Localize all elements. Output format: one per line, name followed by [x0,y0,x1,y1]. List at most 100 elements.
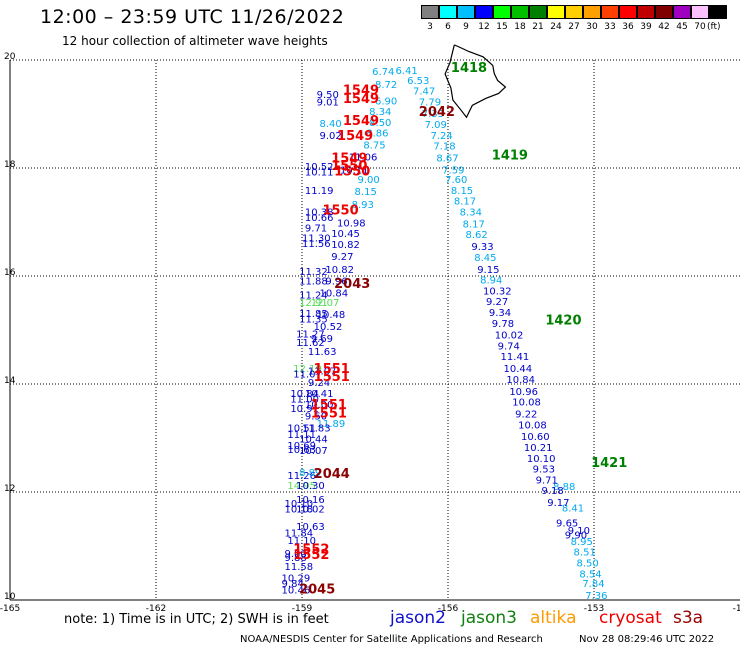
swh-value-label: 12.91 [299,298,328,309]
swh-value-label: 7.09 [425,120,447,131]
swh-value-label: 11.56 [302,239,331,250]
swh-value-label: 10.16 [296,495,325,506]
x-tick-label: -15 [733,604,740,614]
swh-value-label: 9.00 [284,549,306,560]
swh-value-label: 7.33 [422,109,444,120]
swh-value-label: 9.74 [498,341,520,352]
swh-value-label: 9.02 [320,131,342,142]
legend-swatch [709,5,727,19]
legend-bin-label: 36 [622,22,634,32]
swh-value-label: 11.10 [287,536,316,547]
swh-value-label: 9.71 [536,475,558,486]
swh-value-label: 7.60 [445,175,467,186]
swh-value-label: 11.32 [299,267,328,278]
pass-time-label: 1552 [293,543,329,558]
swh-value-label: 11.58 [284,562,313,573]
swh-value-label: 8.17 [463,219,485,230]
swh-value-label: 8.75 [363,141,385,152]
swh-value-label: 11.85 [299,309,328,320]
legend-bin-label: 21 [532,22,544,32]
swh-value-label: 14.95 [287,481,316,492]
legend-bin-label: 24 [550,22,562,32]
pass-time-label: 1552 [293,548,329,563]
pass-time-label: 1551 [311,398,347,413]
swh-value-label: 7.47 [413,87,435,98]
legend-altika: altika [530,608,577,628]
pass-time-label: 1551 [314,370,350,385]
swh-value-label: 8.54 [579,569,601,580]
y-tick-label: 14 [4,376,16,386]
swh-value-label: 11.11 [287,430,316,441]
swh-value-label: 8.94 [480,276,502,287]
swh-value-label: 10.00 [305,400,334,411]
legend-swatch [673,5,691,19]
swh-value-label: 10.45 [331,229,360,240]
pass-time-label: 1419 [492,148,528,163]
swh-value-label: 10.30 [296,481,325,492]
pass-time-label: 1549 [331,152,367,167]
swh-value-label: 11.84 [284,528,313,539]
legend-bin-label: 33 [604,22,616,32]
swh-value-label: 12.19 [293,364,322,375]
swh-value-label: 7.59 [442,165,464,176]
swh-value-label: 7.24 [430,131,452,142]
swh-value-label: 9.34 [489,308,511,319]
swh-value-label: 11.00 [290,394,319,405]
legend-swatch [565,5,583,19]
swh-value-label: 9.88 [284,553,306,564]
pass-time-label: 1551 [314,362,350,377]
swh-value-label: 6.74 [372,67,394,78]
legend-swatch [475,5,493,19]
swh-value-label: 8.15 [451,186,473,197]
x-tick-label: -153 [584,604,604,614]
swh-value-label: 11.30 [302,233,331,244]
swh-value-label: 10.48 [317,310,346,321]
swh-value-label: 9.18 [541,486,563,497]
legend-swatch [655,5,673,19]
swh-value-label: 11.26 [287,471,316,482]
swh-value-label: 10.18 [284,505,313,516]
swh-value-label: 10.82 [331,240,360,251]
x-tick-label: -165 [0,604,20,614]
swh-value-label: 10.52 [314,322,343,333]
swh-value-label: 8.95 [571,537,593,548]
swh-value-label: 8.72 [375,80,397,91]
swh-value-label: 11.62 [296,338,325,349]
pass-time-label: 2043 [334,277,370,292]
island-outline [444,44,507,119]
swh-value-label: 7.79 [419,97,441,108]
legend-swatch [547,5,565,19]
legend-unit: (ft) [707,22,721,32]
swh-value-label: 6.90 [375,96,397,107]
swh-value-label: 11.19 [305,186,334,197]
legend-swatch [457,5,475,19]
pass-time-label: 1418 [451,61,487,76]
swh-value-label: 10.82 [325,265,354,276]
swh-value-label: 9.27 [486,297,508,308]
swh-value-label: 10.08 [512,398,541,409]
legend-swatch [619,5,637,19]
swh-value-label: 11.88 [299,277,328,288]
swh-value-label: 8.17 [454,197,476,208]
swh-value-label: 10.44 [503,364,532,375]
swh-value-label: 9.33 [471,242,493,253]
swh-value-label: 10.10 [527,454,556,465]
x-tick-label: -156 [438,604,459,614]
legend-bin-label: 15 [496,22,508,32]
swh-value-label: 8.51 [574,548,596,559]
generated-timestamp: Nov 28 08:29:46 UTC 2022 [579,634,715,645]
swh-value-label: 10.84 [320,289,349,300]
swh-value-label: 8.50 [576,559,598,570]
legend-bin-label: 39 [640,22,652,32]
swh-value-label: 10.21 [524,443,553,454]
legend-bin-label: 42 [658,22,670,32]
swh-value-label: 6.41 [395,66,417,77]
swh-value-label: 9.27 [331,252,353,263]
swh-value-label: 10.29 [282,574,311,585]
swh-value-label: 10.96 [509,387,538,398]
swh-value-label: 12.07 [311,298,340,309]
legend-bin-label: 18 [514,22,526,32]
swh-value-label: 10.52 [305,162,334,173]
swh-value-label: 10.98 [337,218,366,229]
